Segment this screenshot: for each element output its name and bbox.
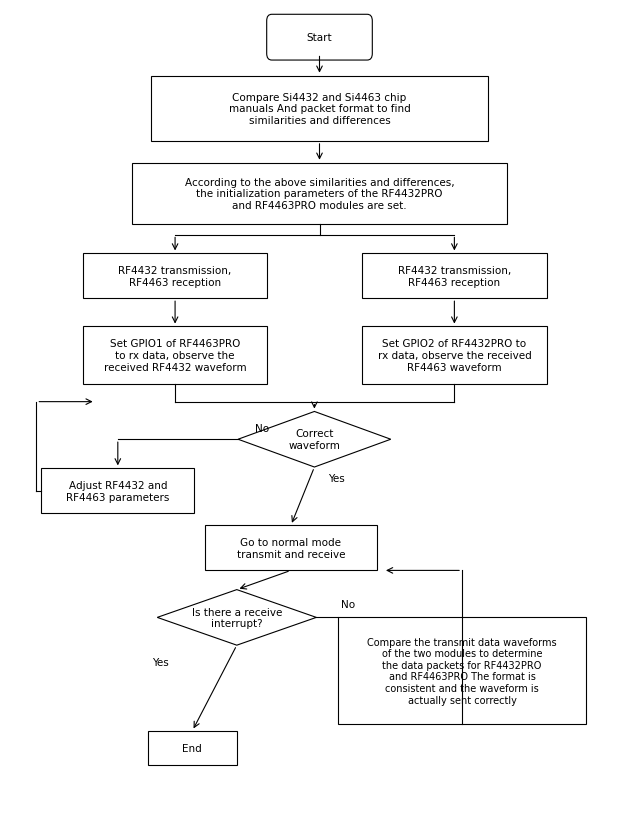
Bar bbox=[83, 327, 267, 384]
Text: Compare Si4432 and Si4463 chip
manuals And packet format to find
similarities an: Compare Si4432 and Si4463 chip manuals A… bbox=[229, 93, 410, 125]
Bar bbox=[338, 618, 586, 724]
Bar bbox=[362, 327, 546, 384]
Text: Compare the transmit data waveforms
of the two modules to determine
the data pac: Compare the transmit data waveforms of t… bbox=[367, 636, 557, 704]
Bar bbox=[148, 731, 237, 766]
Polygon shape bbox=[238, 412, 391, 468]
Text: Start: Start bbox=[307, 33, 332, 43]
Text: According to the above similarities and differences,
the initialization paramete: According to the above similarities and … bbox=[185, 178, 454, 210]
Bar bbox=[132, 164, 507, 224]
Text: End: End bbox=[182, 743, 202, 753]
Bar bbox=[83, 254, 267, 299]
Text: Is there a receive
interrupt?: Is there a receive interrupt? bbox=[192, 607, 282, 628]
Text: Correct
waveform: Correct waveform bbox=[288, 429, 341, 450]
Bar bbox=[362, 254, 546, 299]
Text: No: No bbox=[255, 423, 269, 433]
Bar bbox=[151, 76, 488, 142]
Text: RF4432 transmission,
RF4463 reception: RF4432 transmission, RF4463 reception bbox=[118, 265, 232, 287]
Text: Set GPIO2 of RF4432PRO to
rx data, observe the received
RF4463 waveform: Set GPIO2 of RF4432PRO to rx data, obser… bbox=[378, 339, 531, 372]
Bar bbox=[205, 526, 377, 571]
Text: No: No bbox=[341, 600, 355, 609]
Bar bbox=[42, 468, 194, 514]
Text: RF4432 transmission,
RF4463 reception: RF4432 transmission, RF4463 reception bbox=[397, 265, 511, 287]
Text: Set GPIO1 of RF4463PRO
to rx data, observe the
received RF4432 waveform: Set GPIO1 of RF4463PRO to rx data, obser… bbox=[104, 339, 247, 372]
Polygon shape bbox=[157, 590, 316, 645]
Text: Yes: Yes bbox=[152, 657, 169, 667]
Text: Adjust RF4432 and
RF4463 parameters: Adjust RF4432 and RF4463 parameters bbox=[66, 480, 169, 502]
Text: Go to normal mode
transmit and receive: Go to normal mode transmit and receive bbox=[236, 537, 345, 559]
Text: Yes: Yes bbox=[328, 474, 345, 484]
FancyBboxPatch shape bbox=[266, 16, 373, 61]
